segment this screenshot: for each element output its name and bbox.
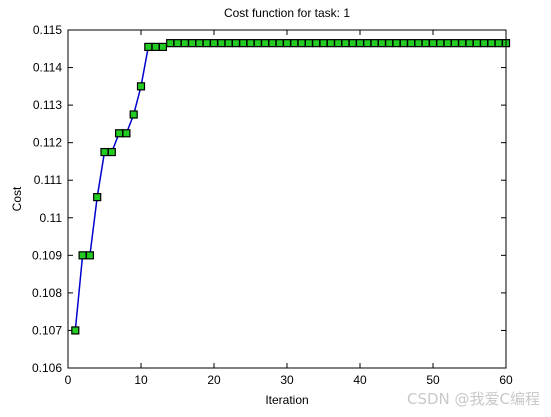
data-point-marker [268, 39, 277, 48]
y-tick-label: 0.108 [32, 286, 62, 300]
data-point-marker [224, 39, 233, 48]
data-point-marker [231, 39, 240, 48]
data-point-marker [129, 110, 138, 119]
x-tick-label: 40 [353, 373, 367, 387]
x-axis: 0 10 20 30 40 50 60 [65, 30, 513, 387]
data-point-marker [217, 39, 226, 48]
y-axis-title: Cost [10, 186, 24, 211]
data-point-marker [348, 39, 357, 48]
data-point-marker [458, 39, 467, 48]
y-tick-label: 0.111 [34, 173, 63, 187]
data-point-marker [407, 39, 416, 48]
data-point-marker [377, 39, 386, 48]
data-point-marker [100, 147, 109, 157]
data-point-marker [202, 39, 211, 48]
x-axis-title: Iteration [265, 393, 308, 407]
data-point-marker [209, 39, 219, 48]
data-point-marker [85, 251, 95, 260]
data-point-marker [246, 39, 255, 48]
data-point-marker [494, 39, 503, 48]
data-point-marker [282, 39, 292, 48]
data-point-marker [326, 39, 335, 48]
data-point-marker [450, 39, 459, 48]
data-point-marker [261, 39, 270, 48]
y-tick-label: 0.11 [40, 211, 63, 225]
data-point-marker [399, 39, 408, 48]
y-tick-label: 0.113 [33, 98, 62, 112]
series-group [71, 39, 511, 335]
data-point-marker [480, 39, 489, 48]
data-point-marker [71, 326, 80, 335]
y-axis: 0.106 0.107 0.108 0.109 0.11 0.111 0.112 0.113 0… [32, 23, 506, 375]
data-point-marker [253, 39, 262, 48]
data-point-marker [114, 129, 124, 138]
data-point-marker [107, 147, 116, 157]
chart-title: Cost function for task: 1 [224, 6, 350, 20]
data-point-marker [385, 39, 394, 48]
data-point-marker [275, 39, 284, 48]
x-tick-label: 30 [280, 373, 294, 387]
data-point-marker [93, 193, 102, 202]
data-point-marker [304, 39, 313, 48]
y-tick-label: 0.112 [33, 136, 62, 150]
data-point-marker [78, 251, 87, 260]
plot-frame [67, 29, 507, 369]
y-tick-label: 0.114 [33, 61, 62, 75]
watermark-text: CSDN @我爱C编程 [407, 390, 540, 408]
data-point-marker [144, 42, 153, 52]
y-tick-label: 0.115 [33, 23, 62, 37]
data-point-marker [443, 39, 452, 48]
data-point-marker [341, 39, 350, 48]
data-point-marker [428, 39, 438, 48]
plot-background [68, 30, 506, 368]
y-tick-label: 0.107 [32, 323, 62, 337]
x-tick-label: 50 [426, 373, 440, 387]
data-point-marker [151, 42, 160, 52]
data-point-marker [472, 39, 481, 48]
data-point-marker [180, 39, 189, 48]
data-point-marker [355, 39, 365, 48]
data-point-marker [297, 39, 306, 48]
data-point-marker [158, 42, 167, 52]
data-point-marker [487, 39, 496, 48]
x-tick-label: 10 [134, 373, 148, 387]
data-point-marker [312, 39, 321, 48]
data-point-marker [319, 39, 328, 48]
data-point-marker [122, 129, 131, 138]
data-point-marker [166, 39, 175, 48]
data-point-marker [188, 39, 197, 48]
data-point-marker [414, 39, 423, 48]
data-point-marker [239, 39, 248, 48]
data-point-marker [173, 39, 182, 48]
data-point-marker [334, 39, 343, 48]
data-point-marker [436, 39, 445, 48]
data-point-marker [465, 39, 474, 48]
x-tick-label: 0 [65, 373, 72, 387]
data-point-marker [290, 39, 299, 48]
data-point-marker [421, 39, 430, 48]
y-tick-label: 0.106 [32, 361, 62, 375]
data-point-marker [392, 39, 401, 48]
x-tick-label: 20 [207, 373, 221, 387]
y-tick-label: 0.109 [32, 248, 62, 262]
data-point-marker [136, 82, 146, 91]
data-point-marker [363, 39, 372, 48]
x-tick-label: 60 [499, 373, 513, 387]
data-point-marker [195, 39, 204, 48]
data-point-marker [370, 39, 379, 48]
